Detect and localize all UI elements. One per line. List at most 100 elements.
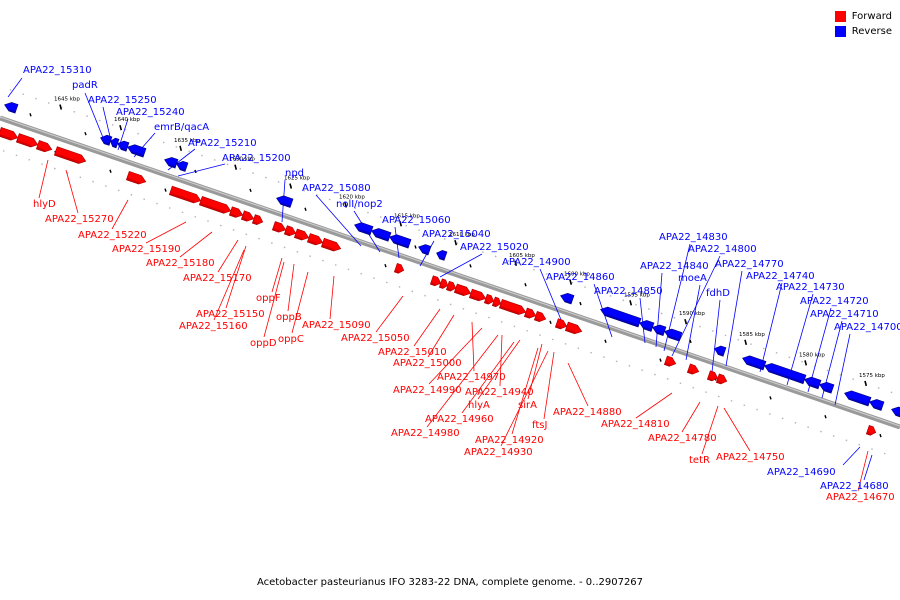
leader-line xyxy=(527,343,543,400)
reverse-gene-arrow xyxy=(560,293,575,305)
gene-body xyxy=(393,262,405,274)
forward-gene-arrow xyxy=(453,283,472,297)
gene-body xyxy=(429,275,442,287)
reverse-gene-arrow xyxy=(891,406,900,419)
gene-label: APA22_15050 xyxy=(341,333,410,344)
minor-tick xyxy=(549,320,552,325)
leader-line xyxy=(217,239,239,273)
gene-shade xyxy=(687,370,694,375)
scale-tick xyxy=(744,339,748,345)
gene-label: APA22_14960 xyxy=(425,414,494,425)
leader-line xyxy=(539,268,563,323)
gene-shade xyxy=(718,352,724,357)
forward-gene-arrow xyxy=(125,170,147,185)
forward-gene-arrow xyxy=(306,233,324,246)
scale-tick xyxy=(119,124,123,131)
leader-line xyxy=(7,77,23,98)
gene-body xyxy=(560,293,575,305)
gene-shade xyxy=(866,431,872,436)
minor-tick xyxy=(84,131,87,136)
tick-label: 1630 kbp xyxy=(229,157,255,163)
leader-line xyxy=(639,297,646,344)
gene-shade xyxy=(668,335,680,342)
forward-gene-arrow xyxy=(198,196,232,214)
gene-label: fdhD xyxy=(706,288,730,299)
gene-shade xyxy=(484,300,490,305)
forward-gene-arrow xyxy=(686,363,700,375)
scale-tick xyxy=(399,221,403,227)
gene-body xyxy=(483,293,495,305)
minor-tick xyxy=(29,113,32,117)
tick-label: 1615 kbp xyxy=(394,213,420,219)
reverse-gene-arrow xyxy=(176,160,189,172)
gene-body xyxy=(251,214,264,225)
reverse-gene-arrow xyxy=(164,157,179,169)
gene-shade xyxy=(121,147,127,152)
gene-shade xyxy=(656,331,664,336)
minor-tick xyxy=(164,188,167,192)
forward-gene-arrow xyxy=(865,425,877,436)
reverse-gene-arrow xyxy=(110,137,120,149)
gene-label: APA22_15060 xyxy=(382,215,451,226)
reverse-gene-arrow xyxy=(742,355,767,371)
reverse-gene-arrow xyxy=(714,345,727,357)
leader-line xyxy=(287,263,295,312)
gene-shade xyxy=(394,269,400,274)
gene-label: APA22_14930 xyxy=(464,447,533,458)
gene-shade xyxy=(393,241,409,249)
scale-tick xyxy=(179,145,183,152)
legend-forward: Forward xyxy=(834,9,892,24)
leader-line xyxy=(213,249,245,321)
gene-body xyxy=(306,233,324,246)
scale-tick xyxy=(569,279,573,285)
gene-label: oppB xyxy=(276,312,302,323)
gene-body xyxy=(742,355,767,371)
tick-label: 1645 kbp xyxy=(54,97,80,103)
gene-body xyxy=(564,321,583,335)
gene-body xyxy=(438,278,449,289)
reverse-gene-arrow xyxy=(764,363,807,385)
gene-body xyxy=(125,170,147,185)
gene-body xyxy=(176,160,189,172)
gene-body xyxy=(554,318,568,330)
gene-body xyxy=(198,196,232,214)
leader-line xyxy=(842,446,861,466)
gene-label: npd xyxy=(285,168,304,179)
gene-body xyxy=(498,299,527,315)
forward-gene-arrow xyxy=(251,214,264,225)
gene-shade xyxy=(707,377,713,381)
forward-gene-arrow xyxy=(228,206,244,218)
tick-label: 1580 kbp xyxy=(799,352,825,358)
gene-body xyxy=(283,225,297,237)
gene-shade xyxy=(229,213,237,218)
gene-body xyxy=(819,381,835,394)
leader-line xyxy=(263,261,285,338)
gene-label: APA22_14970 xyxy=(437,372,506,383)
leader-line xyxy=(111,199,129,230)
leader-line xyxy=(477,339,521,400)
reverse-gene-arrow xyxy=(804,376,822,390)
gene-label: padR xyxy=(72,80,98,91)
minor-tick xyxy=(604,339,607,343)
reverse-gene-arrow xyxy=(4,102,19,114)
gene-label: APA22_15040 xyxy=(422,229,491,240)
leader-line xyxy=(65,169,79,214)
scale-tick xyxy=(289,183,293,189)
gene-label: APA22_14880 xyxy=(553,407,622,418)
leader-line xyxy=(701,405,719,455)
minor-tick xyxy=(659,358,662,362)
leader-line xyxy=(225,245,247,309)
tick-label: 1585 kbp xyxy=(739,332,765,338)
minor-tick xyxy=(384,263,387,268)
forward-gene-arrow xyxy=(468,288,487,302)
tick-label: 1600 kbp xyxy=(564,272,590,278)
minor-tick xyxy=(824,415,827,419)
gene-labels: APA22_15310 padR APA22_15250APA22_15240emr… xyxy=(23,65,900,503)
leader-line xyxy=(271,257,283,293)
gene-label: APA22_14800 xyxy=(688,244,757,255)
gene-body xyxy=(523,307,537,319)
gene-shade xyxy=(422,250,429,255)
gene-label: APA22_14830 xyxy=(659,232,728,243)
leader-line xyxy=(759,282,783,373)
